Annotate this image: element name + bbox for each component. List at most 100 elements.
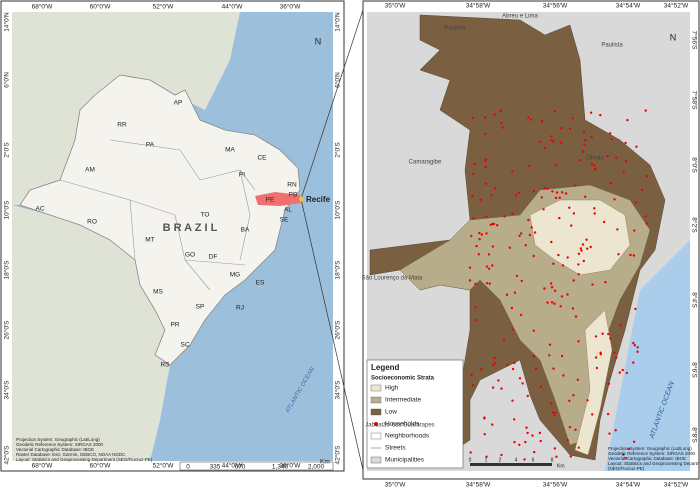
household-dot [552,140,555,143]
household-dot [527,218,530,222]
household-dot [584,139,587,142]
household-dot [550,301,554,304]
household-dot [557,253,560,257]
state-label: SC [180,342,189,349]
household-dot [471,194,474,198]
household-dot [632,254,636,257]
household-dot [542,208,545,211]
household-dot [518,443,521,446]
state-label: RO [87,219,97,226]
legend-item: Intermediate [385,397,422,404]
household-dot [582,259,585,263]
household-dot [468,279,472,282]
household-dot [533,231,537,234]
note: Layout: Statistics and Geoprocessing Dep… [16,457,153,462]
lon-label: 60°0'W [90,3,112,11]
note: Projection System: Geographic (Lat/Long) [16,437,100,442]
household-dot [574,428,577,431]
right-scale-bar [470,463,552,466]
country-label: B R A Z I L [163,222,218,234]
household-dot [569,455,572,458]
household-dot [560,127,563,130]
household-dot [613,351,616,354]
lat-label: 8°4'S [690,292,698,308]
household-dot [483,433,486,436]
household-dot [524,440,527,444]
state-label: RN [287,182,297,189]
household-dot [574,315,578,318]
household-dot [526,431,529,435]
household-dot [560,354,564,358]
note: Vectorial Cartographic Database: IBGE [16,447,94,452]
household-dot [606,154,609,158]
household-dot [518,234,521,237]
household-dot [497,379,500,382]
household-dot [608,432,611,435]
household-dot [541,120,544,123]
household-dot [577,340,580,343]
household-dot [484,165,487,169]
household-dot [632,361,635,364]
lat-label: 7°56'S [690,30,698,50]
household-dot [487,267,491,270]
household-dot [520,279,523,283]
household-dot [594,167,597,171]
lon-label: 34°52'W [664,2,689,10]
household-dot [534,367,538,371]
household-dot [515,274,519,278]
household-dot [636,350,639,353]
household-dot [480,368,483,371]
household-dot [568,206,571,209]
state-label: AP [174,100,183,107]
household-dot [540,196,543,199]
household-dot [554,163,557,166]
note: Vectorial Cartographic Database: IBGE [608,456,686,461]
place-label: Jaboatão dos Guararapes [365,423,434,429]
household-dot [475,244,478,248]
city-label: Recife [306,195,331,204]
note: Geodetic Reference System: SIRGAS 2000 [16,442,104,447]
household-dot [576,378,579,381]
household-dot [594,356,598,359]
state-label: DF [209,254,218,261]
household-dot [635,145,638,148]
household-dot [532,329,535,332]
household-dot [593,207,596,210]
household-dot [487,253,491,256]
household-dot [468,266,472,269]
pernambuco [255,192,302,206]
household-dot [599,351,602,354]
household-dot [568,399,571,402]
lat-label: 8°6'S [690,362,698,378]
scale-tick: 4 [515,457,518,463]
lat-label: 34°0'S [334,380,342,400]
legend-item: High [385,385,399,392]
brazil [19,74,301,366]
household-dot [549,282,553,285]
household-dot [491,245,495,248]
household-dot [584,195,587,198]
lat-label: 7°58'S [690,90,698,110]
scale-tick: 335 [210,464,221,471]
household-dot [550,139,553,142]
household-dot [633,344,636,347]
household-dot [533,450,536,454]
household-dot [553,447,556,450]
household-dot [490,194,493,197]
lon-label: 34°52'W [664,481,689,489]
household-dot [550,240,553,244]
household-dot [619,323,622,327]
household-dot [599,113,602,117]
scale-tick: 8 [551,457,554,463]
state-label: PI [239,172,245,179]
household-dot [577,446,580,449]
household-dot [528,233,532,237]
household-dot [617,253,620,256]
household-dot [589,245,592,249]
household-dot [485,215,488,218]
household-dot [543,287,546,290]
lat-label: 34°0'S [3,380,11,400]
place-label: Paulista [601,43,623,49]
household-dot [613,198,616,201]
household-dot [579,247,583,250]
